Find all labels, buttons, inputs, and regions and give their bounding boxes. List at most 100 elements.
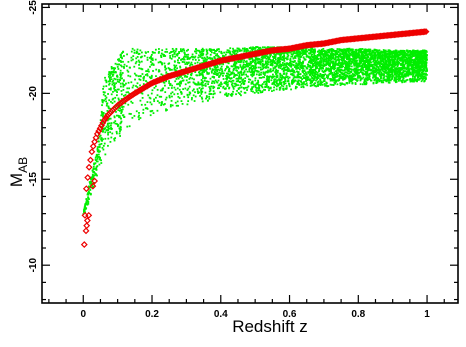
green-point (132, 59, 134, 61)
green-point (122, 86, 124, 88)
green-point (180, 91, 182, 93)
green-point (213, 90, 215, 92)
green-point (271, 83, 273, 85)
green-point (286, 59, 288, 61)
green-point (343, 73, 345, 75)
green-point (406, 60, 408, 62)
green-point (320, 73, 322, 75)
green-point (296, 68, 298, 70)
green-point (385, 75, 387, 77)
green-point (210, 78, 212, 80)
green-point (394, 73, 396, 75)
green-point (127, 91, 129, 93)
green-point (308, 78, 310, 80)
green-point (218, 48, 220, 50)
green-point (154, 52, 156, 54)
green-point (286, 85, 288, 87)
green-point (312, 51, 314, 53)
green-point (278, 57, 280, 59)
green-point (358, 75, 360, 77)
green-point (273, 67, 275, 69)
green-point (116, 123, 118, 125)
green-point (406, 58, 408, 60)
green-point (233, 69, 235, 71)
green-point (136, 110, 138, 112)
green-point (365, 50, 367, 52)
green-point (243, 83, 245, 85)
green-point (111, 133, 113, 135)
green-point (348, 82, 350, 84)
green-point (85, 198, 87, 200)
green-point (107, 138, 109, 140)
green-point (173, 87, 175, 89)
green-point (174, 53, 176, 55)
green-point (158, 52, 160, 54)
green-point (104, 92, 106, 94)
green-point (269, 69, 271, 71)
green-point (100, 162, 102, 164)
green-point (397, 58, 399, 60)
green-point (351, 78, 353, 80)
green-point (116, 94, 118, 96)
green-point (199, 56, 201, 58)
green-point (375, 78, 377, 80)
green-point (387, 80, 389, 82)
green-point (276, 71, 278, 73)
green-point (138, 53, 140, 55)
green-point (201, 91, 203, 93)
green-point (286, 72, 288, 74)
green-point (101, 104, 103, 106)
green-point (223, 52, 225, 54)
green-point (250, 61, 252, 63)
green-point (245, 64, 247, 66)
green-point (213, 73, 215, 75)
green-point (169, 52, 171, 54)
green-point (120, 54, 122, 56)
green-point (174, 80, 176, 82)
green-point (208, 72, 210, 74)
green-point (240, 72, 242, 74)
green-point (243, 60, 245, 62)
green-point (123, 55, 125, 57)
green-point (246, 66, 248, 68)
green-point (122, 51, 124, 53)
green-point (290, 58, 292, 60)
green-point (350, 80, 352, 82)
green-point (325, 69, 327, 71)
green-point (155, 97, 157, 99)
green-point (391, 65, 393, 67)
green-point (305, 80, 307, 82)
green-point (280, 88, 282, 90)
green-point (100, 159, 102, 161)
green-point (289, 69, 291, 71)
green-point (168, 67, 170, 69)
green-point (343, 83, 345, 85)
green-point (418, 56, 420, 58)
green-point (262, 90, 264, 92)
green-point (252, 65, 254, 67)
green-point (388, 52, 390, 54)
green-point (187, 49, 189, 51)
green-point (244, 77, 246, 79)
green-point (236, 50, 238, 52)
green-point (322, 76, 324, 78)
green-point (403, 56, 405, 58)
green-point (191, 78, 193, 80)
green-point (313, 55, 315, 57)
green-point (174, 56, 176, 58)
green-point (187, 103, 189, 105)
green-point (346, 61, 348, 63)
green-point (90, 178, 92, 180)
green-point (126, 87, 128, 89)
green-point (114, 97, 116, 99)
green-point (152, 70, 154, 72)
green-point (102, 130, 104, 132)
green-point (121, 90, 123, 92)
green-point (120, 72, 122, 74)
green-point (335, 53, 337, 55)
green-point (387, 59, 389, 61)
green-point (421, 63, 423, 65)
green-point (180, 48, 182, 50)
green-point (205, 83, 207, 85)
green-point (137, 82, 139, 84)
